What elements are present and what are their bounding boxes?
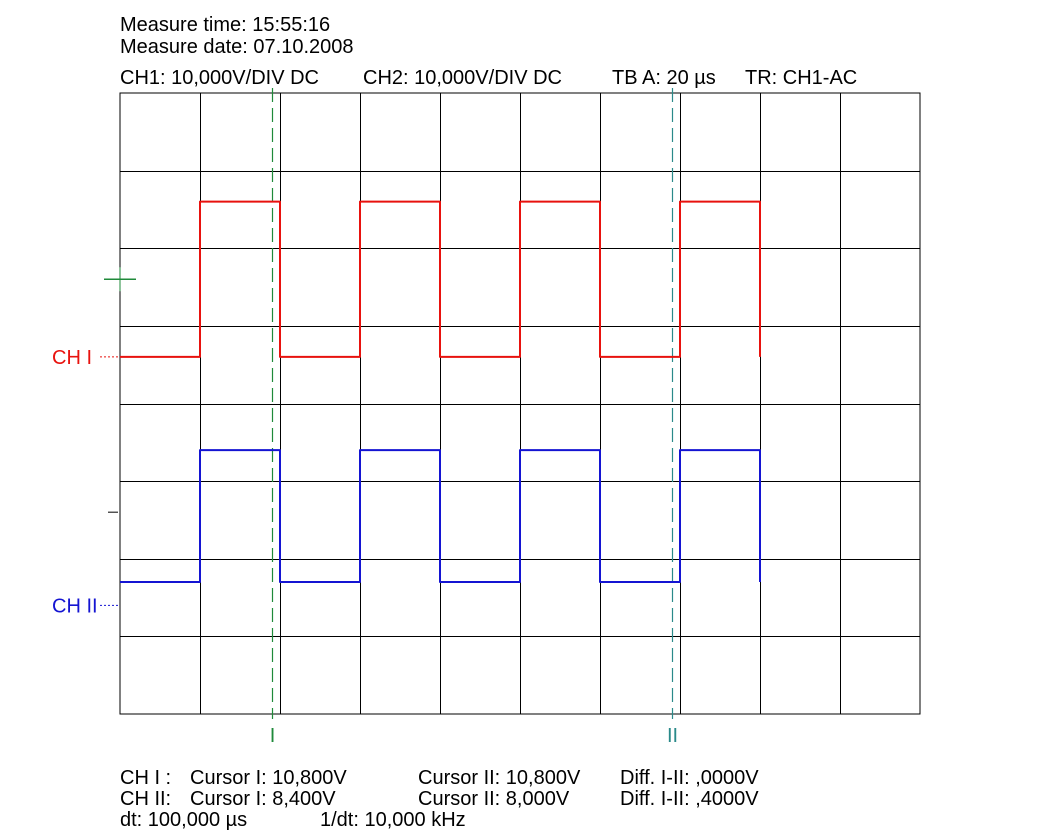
dt-readout: dt: 100,000 µs [120, 809, 248, 831]
ch1-readout-label: CH I : [120, 767, 172, 789]
ch2-cursor1-readout: Cursor I: 8,400V [190, 788, 336, 810]
ch2-readout-label: CH II: [120, 788, 172, 810]
channel-label-ch2: CH II [52, 595, 98, 617]
inv-dt-readout: 1/dt: 10,000 kHz [320, 809, 466, 831]
ch2-cursor2-readout: Cursor II: 8,000V [418, 788, 570, 810]
trace-ch2 [120, 449, 761, 584]
channel-labels: CH I CH II [52, 267, 136, 617]
measure-date: Measure date: 07.10.2008 [120, 36, 354, 58]
trace-ch1 [120, 200, 761, 358]
timebase-setting: TB A: 20 µs [612, 67, 716, 89]
ch1-cursor1-readout: Cursor I: 10,800V [190, 767, 347, 789]
ch1-diff-readout: Diff. I-II: ,0000V [620, 767, 759, 789]
ch1-cursor2-readout: Cursor II: 10,800V [418, 767, 581, 789]
ch2-setting: CH2: 10,000V/DIV DC [363, 67, 562, 89]
cursors: I II [270, 88, 678, 747]
trigger-setting: TR: CH1-AC [745, 67, 858, 89]
cursor-label-ii: II [667, 725, 678, 747]
ch2-diff-readout: Diff. I-II: ,4000V [620, 788, 759, 810]
oscilloscope-display: I II CH ICH II [52, 88, 921, 747]
measure-time: Measure time: 15:55:16 [120, 14, 331, 36]
channel-label-ch1: CH I [52, 347, 92, 369]
traces [120, 200, 761, 584]
cursor-label-i: I [270, 725, 276, 747]
grid [119, 92, 921, 715]
ch1-setting: CH1: 10,000V/DIV DC [120, 67, 319, 89]
